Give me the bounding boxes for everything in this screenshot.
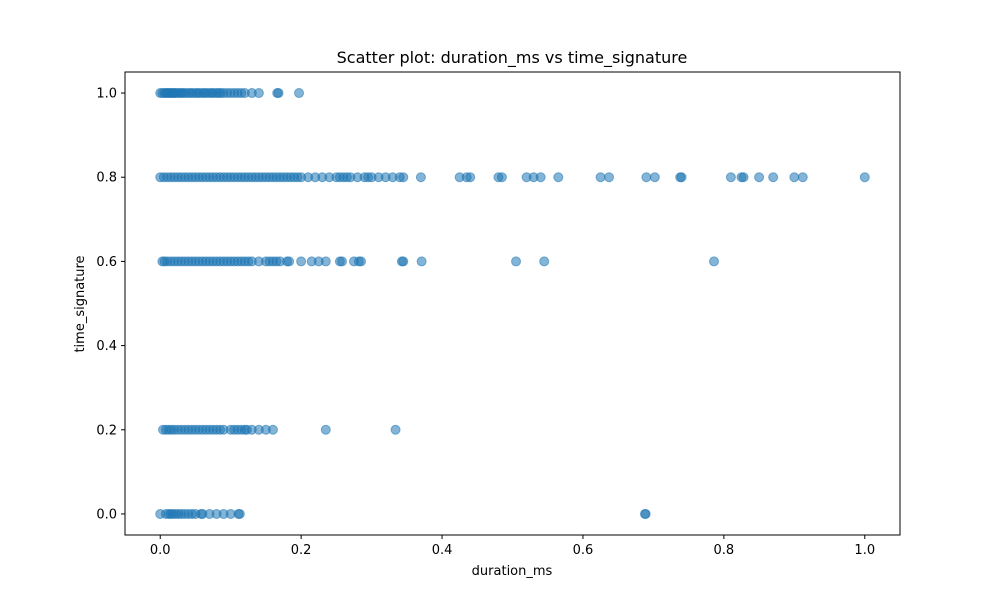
x-tick-label: 0.2: [291, 543, 312, 558]
y-tick-label: 0.0: [96, 507, 117, 522]
scatter-point: [539, 256, 550, 267]
scatter-point: [676, 172, 687, 183]
scatter-point: [511, 256, 522, 267]
y-tick-label: 0.8: [96, 171, 117, 186]
scatter-point: [320, 256, 331, 267]
scatter-point: [535, 172, 546, 183]
scatter-point: [390, 424, 401, 435]
scatter-point: [738, 172, 749, 183]
y-tick-label: 0.6: [96, 255, 117, 270]
x-tick-label: 0.6: [573, 543, 594, 558]
y-axis-label: time_signature: [73, 255, 88, 352]
plot-area-frame: [124, 71, 901, 536]
scatter-point: [253, 88, 264, 99]
scatter-point: [273, 88, 284, 99]
y-tick-label: 0.2: [96, 423, 117, 438]
x-tick-label: 1.0: [854, 543, 875, 558]
scatter-point: [296, 256, 307, 267]
x-axis: 0.0 0.2 0.4 0.6 0.8 1.0: [150, 535, 875, 558]
x-tick-label: 0.8: [714, 543, 735, 558]
scatter-point: [641, 172, 652, 183]
scatter-point: [595, 172, 606, 183]
chart-title: Scatter plot: duration_ms vs time_signat…: [337, 48, 688, 68]
scatter-point: [859, 172, 870, 183]
scatter-point: [789, 172, 800, 183]
scatter-points: [155, 88, 870, 519]
scatter-point: [415, 172, 426, 183]
y-tick-label: 0.4: [96, 339, 117, 354]
scatter-point: [496, 172, 507, 183]
scatter-point: [768, 172, 779, 183]
scatter-point: [640, 508, 651, 519]
scatter-point: [267, 424, 278, 435]
scatter-point: [337, 256, 347, 267]
scatter-point: [604, 172, 615, 183]
scatter-point: [234, 508, 245, 519]
scatter-point: [416, 256, 427, 267]
scatter-point: [754, 172, 765, 183]
scatter-point: [398, 256, 409, 267]
scatter-point: [797, 172, 808, 183]
x-axis-label: duration_ms: [472, 564, 553, 579]
y-axis: 0.0 0.2 0.4 0.6 0.8 1.0: [96, 87, 125, 522]
x-tick-label: 0.0: [150, 543, 171, 558]
scatter-point: [725, 172, 736, 183]
scatter-point: [398, 172, 409, 183]
x-tick-label: 0.4: [432, 543, 453, 558]
scatter-point: [649, 172, 660, 183]
scatter-point: [294, 88, 305, 99]
scatter-point: [709, 256, 719, 267]
scatter-point: [284, 256, 295, 267]
scatter-point: [356, 256, 367, 267]
scatter-point: [465, 172, 476, 183]
scatter-point: [320, 424, 331, 435]
y-tick-label: 1.0: [96, 87, 117, 102]
scatter-point: [553, 172, 564, 183]
